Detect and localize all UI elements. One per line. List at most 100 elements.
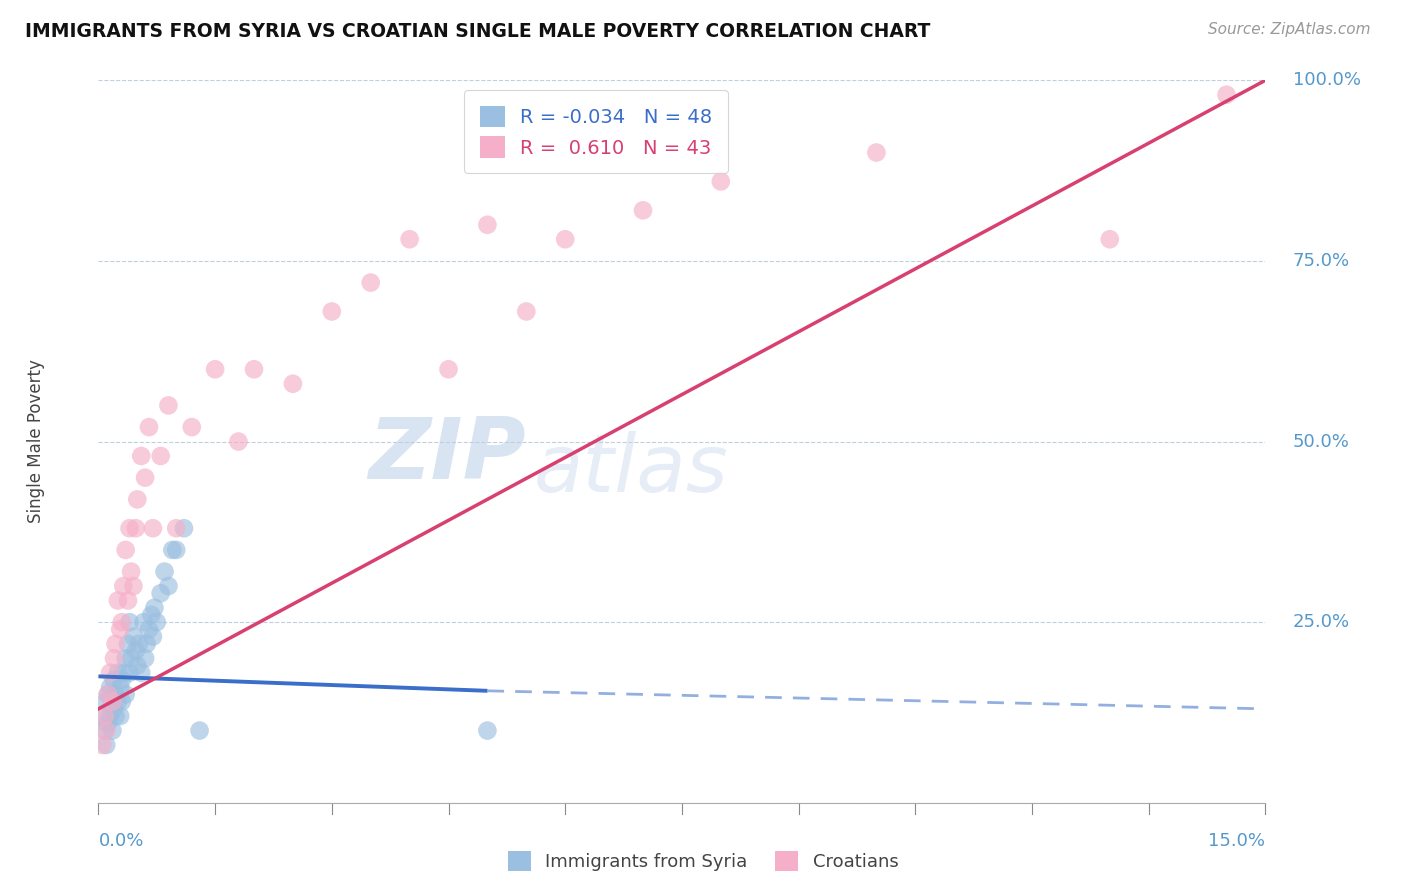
Point	[108, 709, 131, 723]
Point	[122, 630, 145, 644]
Point	[96, 695, 118, 709]
Point	[142, 521, 165, 535]
Point	[114, 651, 136, 665]
Text: atlas: atlas	[534, 432, 728, 509]
Point	[865, 145, 887, 160]
Text: 75.0%: 75.0%	[1292, 252, 1350, 270]
Point	[112, 579, 135, 593]
Point	[477, 218, 499, 232]
Point	[118, 615, 141, 630]
Point	[93, 709, 115, 723]
Point	[127, 658, 149, 673]
Point	[180, 420, 202, 434]
Point	[204, 362, 226, 376]
Point	[104, 687, 127, 701]
Point	[143, 600, 166, 615]
Point	[134, 651, 156, 665]
Point	[321, 304, 343, 318]
Point	[243, 362, 266, 376]
Point	[165, 542, 187, 557]
Point	[107, 593, 129, 607]
Point	[118, 665, 141, 680]
Point	[97, 687, 120, 701]
Point	[125, 644, 148, 658]
Point	[125, 521, 148, 535]
Point	[111, 695, 134, 709]
Text: 50.0%: 50.0%	[1292, 433, 1350, 450]
Point	[108, 680, 131, 694]
Text: ZIP: ZIP	[368, 415, 526, 498]
Point	[1215, 87, 1237, 102]
Point	[101, 723, 124, 738]
Point	[127, 492, 149, 507]
Point	[101, 695, 124, 709]
Point	[104, 637, 127, 651]
Point	[157, 579, 180, 593]
Point	[98, 665, 121, 680]
Point	[710, 174, 733, 188]
Point	[122, 579, 145, 593]
Point	[1098, 232, 1121, 246]
Point	[98, 709, 121, 723]
Point	[118, 521, 141, 535]
Point	[112, 665, 135, 680]
Point	[98, 680, 121, 694]
Point	[173, 521, 195, 535]
Point	[114, 687, 136, 701]
Point	[398, 232, 420, 246]
Point	[107, 665, 129, 680]
Point	[157, 398, 180, 412]
Point	[146, 615, 169, 630]
Point	[162, 542, 184, 557]
Point	[141, 607, 163, 622]
Text: 100.0%: 100.0%	[1292, 71, 1361, 89]
Point	[91, 738, 114, 752]
Point	[104, 709, 127, 723]
Text: Source: ZipAtlas.com: Source: ZipAtlas.com	[1208, 22, 1371, 37]
Legend: Immigrants from Syria, Croatians: Immigrants from Syria, Croatians	[501, 844, 905, 879]
Point	[360, 276, 382, 290]
Point	[437, 362, 460, 376]
Text: 0.0%: 0.0%	[98, 831, 143, 850]
Point	[149, 449, 172, 463]
Point	[135, 637, 157, 651]
Point	[103, 673, 125, 687]
Point	[96, 723, 118, 738]
Point	[281, 376, 304, 391]
Legend: R = -0.034   N = 48, R =  0.610   N = 43: R = -0.034 N = 48, R = 0.610 N = 43	[464, 90, 728, 173]
Point	[477, 723, 499, 738]
Point	[111, 615, 134, 630]
Text: IMMIGRANTS FROM SYRIA VS CROATIAN SINGLE MALE POVERTY CORRELATION CHART: IMMIGRANTS FROM SYRIA VS CROATIAN SINGLE…	[25, 22, 931, 41]
Point	[101, 695, 124, 709]
Point	[96, 738, 118, 752]
Text: 15.0%: 15.0%	[1208, 831, 1265, 850]
Point	[149, 586, 172, 600]
Point	[103, 651, 125, 665]
Point	[91, 709, 114, 723]
Point	[128, 637, 150, 651]
Point	[515, 304, 537, 318]
Point	[117, 637, 139, 651]
Point	[107, 695, 129, 709]
Point	[129, 665, 152, 680]
Point	[111, 673, 134, 687]
Point	[97, 687, 120, 701]
Point	[93, 723, 115, 738]
Point	[132, 615, 155, 630]
Point	[134, 471, 156, 485]
Point	[153, 565, 176, 579]
Point	[138, 623, 160, 637]
Text: Single Male Poverty: Single Male Poverty	[27, 359, 45, 524]
Point	[97, 716, 120, 731]
Point	[120, 565, 142, 579]
Text: 25.0%: 25.0%	[1292, 613, 1350, 632]
Point	[108, 623, 131, 637]
Point	[129, 449, 152, 463]
Point	[114, 542, 136, 557]
Point	[138, 420, 160, 434]
Point	[165, 521, 187, 535]
Point	[631, 203, 654, 218]
Point	[228, 434, 250, 449]
Point	[554, 232, 576, 246]
Point	[117, 593, 139, 607]
